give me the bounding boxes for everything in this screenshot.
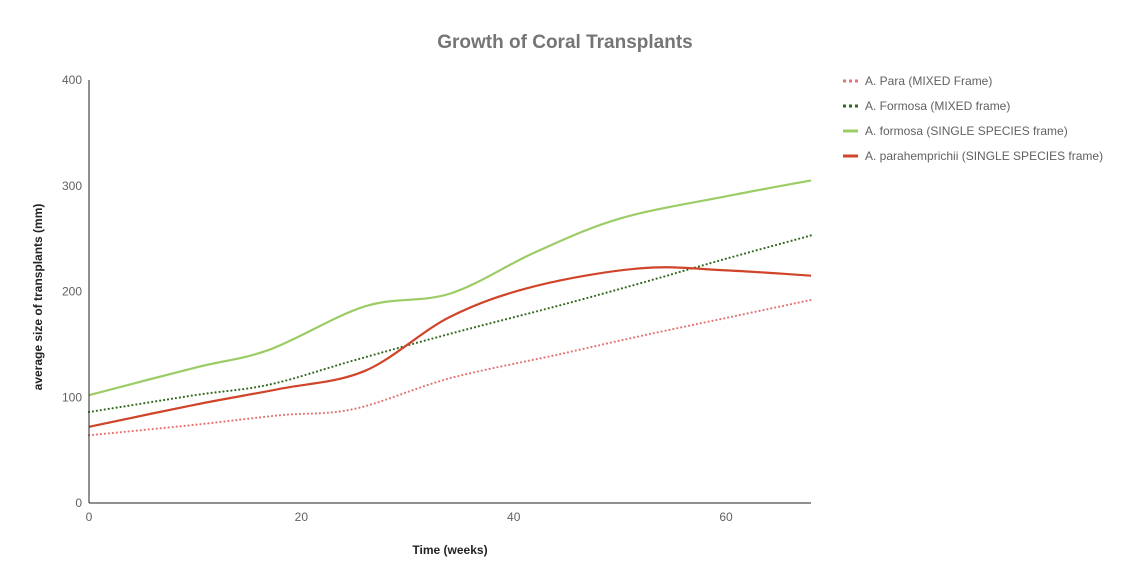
legend-label: A. Para (MIXED Frame) [865,74,992,88]
legend: A. Para (MIXED Frame) A. Formosa (MIXED f… [843,74,1103,163]
legend-item: A. Formosa (MIXED frame) [843,99,1010,113]
series-line-1 [87,298,813,437]
y-tick-label: 300 [62,179,82,193]
y-tick-label: 100 [62,390,82,404]
legend-item: A. Para (MIXED Frame) [843,74,992,88]
y-axis-label: average size of transplants (mm) [31,204,45,391]
y-tick-label: 200 [62,285,82,299]
legend-label: A. Formosa (MIXED frame) [865,99,1010,113]
x-axis-ticks: 0 20 40 60 [86,510,733,524]
chart-title: Growth of Coral Transplants [437,32,692,53]
y-axis-ticks: 0 100 200 300 400 [62,73,82,510]
legend-label: A. parahemprichii (SINGLE SPECIES frame) [865,149,1103,163]
x-tick-label: 40 [507,510,521,524]
x-tick-label: 0 [86,510,93,524]
legend-item: A. formosa (SINGLE SPECIES frame) [843,124,1068,138]
x-tick-label: 20 [295,510,309,524]
legend-item: A. parahemprichii (SINGLE SPECIES frame) [843,149,1103,163]
series-line-3 [88,179,812,397]
series-layer [87,179,813,437]
legend-label: A. formosa (SINGLE SPECIES frame) [865,124,1068,138]
plot-area: 0 100 200 300 400 0 20 40 60 [62,73,813,524]
x-tick-label: 60 [719,510,733,524]
y-tick-label: 400 [62,73,82,87]
series-line-4 [88,266,812,428]
x-axis-label: Time (weeks) [412,543,487,557]
y-tick-label: 0 [75,496,82,510]
series-line-2 [87,234,813,414]
